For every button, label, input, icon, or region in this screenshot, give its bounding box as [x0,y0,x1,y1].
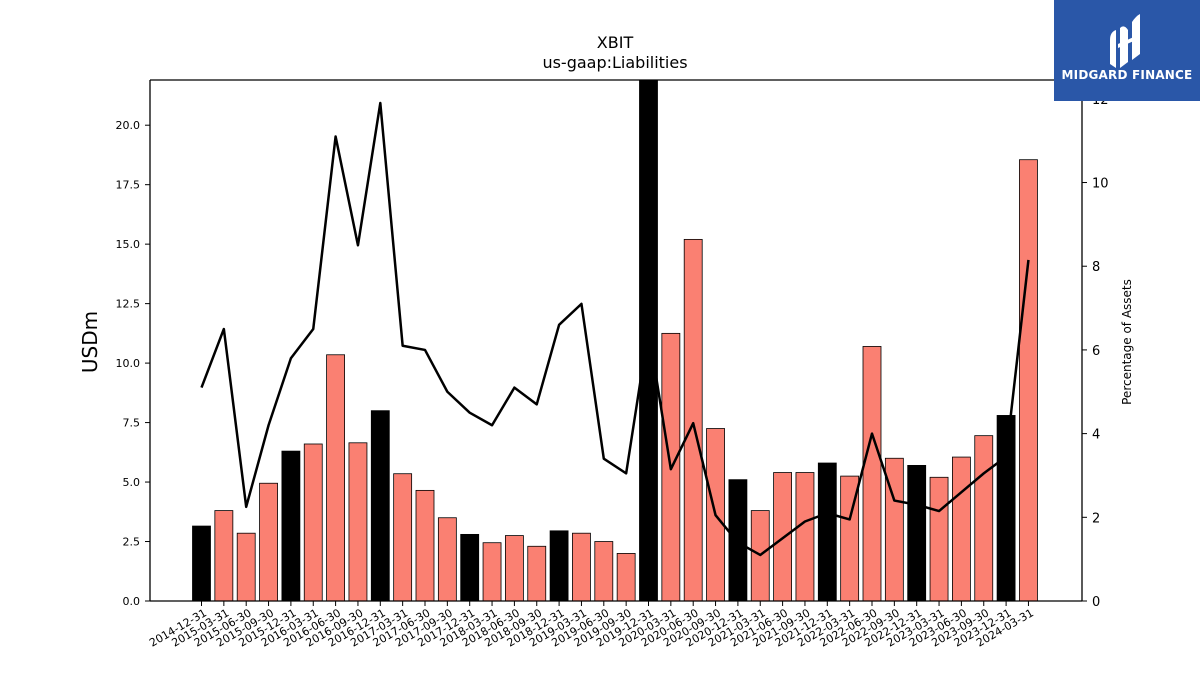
bar-2015-09-30 [259,482,278,602]
y2-tick-label: 10 [1092,177,1109,192]
bar-2019-03-31 [572,532,591,602]
y2-tick-label: 2 [1092,511,1100,526]
chart-title: XBIT [597,33,634,52]
bar-2020-06-30 [683,238,703,602]
y2-tick-label: 4 [1092,428,1100,443]
bar-2018-03-31 [482,542,502,602]
bar-2017-12-31 [460,533,480,602]
y-tick-label: 12.5 [116,298,141,311]
bar-2023-03-31 [929,476,949,602]
bars-group [192,79,1038,602]
bar-2023-06-30 [952,456,971,602]
y-tick-label: 7.5 [123,417,141,430]
bar-2014-12-31 [192,525,211,602]
y-tick-label: 15.0 [116,238,141,251]
bar-2018-06-30 [504,535,524,602]
logo: MIDGARD FINANCE [1054,0,1200,101]
bar-2021-12-31 [817,462,837,602]
bar-2023-09-30 [974,435,994,602]
bar-2015-12-31 [281,450,301,602]
bar-2022-06-30 [862,346,882,602]
logo-text: MIDGARD FINANCE [1061,68,1193,82]
bar-2021-09-30 [795,472,815,602]
bar-2016-12-31 [370,410,390,602]
bar-2019-12-31 [639,79,658,602]
bar-2019-09-30 [616,553,636,602]
y-tick-label: 17.5 [116,179,141,192]
y-tick-label: 10.0 [116,357,141,370]
bar-2015-06-30 [236,532,256,602]
bar-2016-03-31 [303,443,323,602]
y2-tick-label: 0 [1092,595,1100,610]
bar-2017-06-30 [415,489,435,602]
bar-2020-12-31 [728,479,748,602]
bar-2016-09-30 [348,442,368,602]
y-axis-label: USDm [78,311,102,373]
bar-2023-12-31 [996,415,1016,602]
percentage-line [200,101,1030,557]
bar-2018-09-30 [527,545,547,602]
y-tick-label: 2.5 [123,536,141,549]
bar-2019-06-30 [594,541,614,602]
bar-2018-12-31 [549,530,569,602]
midgard-logo-icon [1110,14,1140,68]
axes-group: 0.02.55.07.510.012.515.017.520.002468101… [116,79,1109,650]
bar-2015-03-31 [214,510,234,602]
y-tick-label: 5.0 [123,476,141,489]
bar-2017-09-30 [437,517,457,602]
chart-subtitle: us-gaap:Liabilities [542,53,687,72]
line-group [200,101,1030,557]
y2-axis-label: Percentage of Assets [1120,279,1134,405]
bar-2022-12-31 [907,464,927,602]
bar-2017-03-31 [393,473,413,602]
y2-tick-label: 6 [1092,344,1100,359]
y2-tick-label: 8 [1092,260,1100,275]
bar-2024-03-31 [1019,159,1038,602]
y-tick-label: 20.0 [116,119,141,132]
y-tick-label: 0.0 [123,595,141,608]
bar-2016-06-30 [326,354,346,602]
